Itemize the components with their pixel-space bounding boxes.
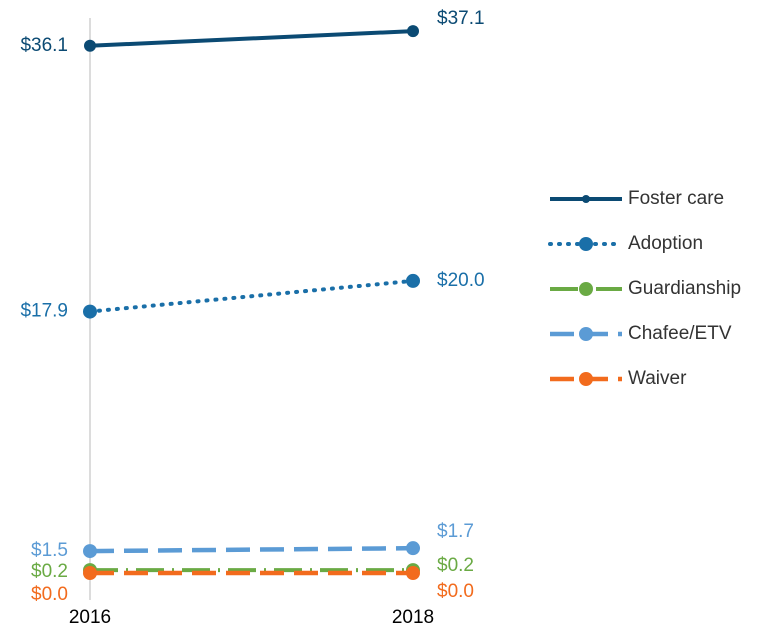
legend-marker — [579, 237, 593, 251]
data-label: $17.9 — [20, 301, 68, 322]
legend-label: Guardianship — [628, 278, 741, 299]
legend-label: Waiver — [628, 368, 687, 389]
legend-marker — [579, 372, 593, 386]
data-point — [406, 273, 420, 288]
legend-label: Chafee/ETV — [628, 323, 732, 344]
data-point — [406, 566, 420, 580]
data-label: $1.5 — [31, 540, 68, 561]
data-label: $37.1 — [437, 8, 485, 29]
data-label: $36.1 — [20, 35, 68, 56]
legend-marker — [579, 327, 593, 341]
series-line — [88, 278, 415, 314]
legend-marker — [579, 282, 593, 296]
legend-marker — [582, 195, 590, 203]
data-label: $20.0 — [437, 270, 485, 291]
data-point — [407, 25, 419, 38]
data-point — [83, 566, 97, 580]
data-point — [406, 541, 420, 556]
x-tick-label: 2016 — [69, 607, 111, 628]
x-tick-label: 2018 — [392, 607, 434, 628]
data-label: $1.7 — [437, 521, 474, 542]
data-point — [83, 304, 97, 319]
series-line — [89, 29, 414, 48]
data-label: $0.0 — [437, 581, 474, 602]
data-point — [83, 544, 97, 559]
data-label: $0.0 — [31, 584, 68, 605]
legend-label: Foster care — [628, 188, 724, 209]
series-line — [89, 545, 414, 554]
data-label: $0.2 — [437, 555, 474, 576]
data-label: $0.2 — [31, 561, 68, 582]
legend-label: Adoption — [628, 233, 703, 254]
data-point — [84, 39, 96, 52]
